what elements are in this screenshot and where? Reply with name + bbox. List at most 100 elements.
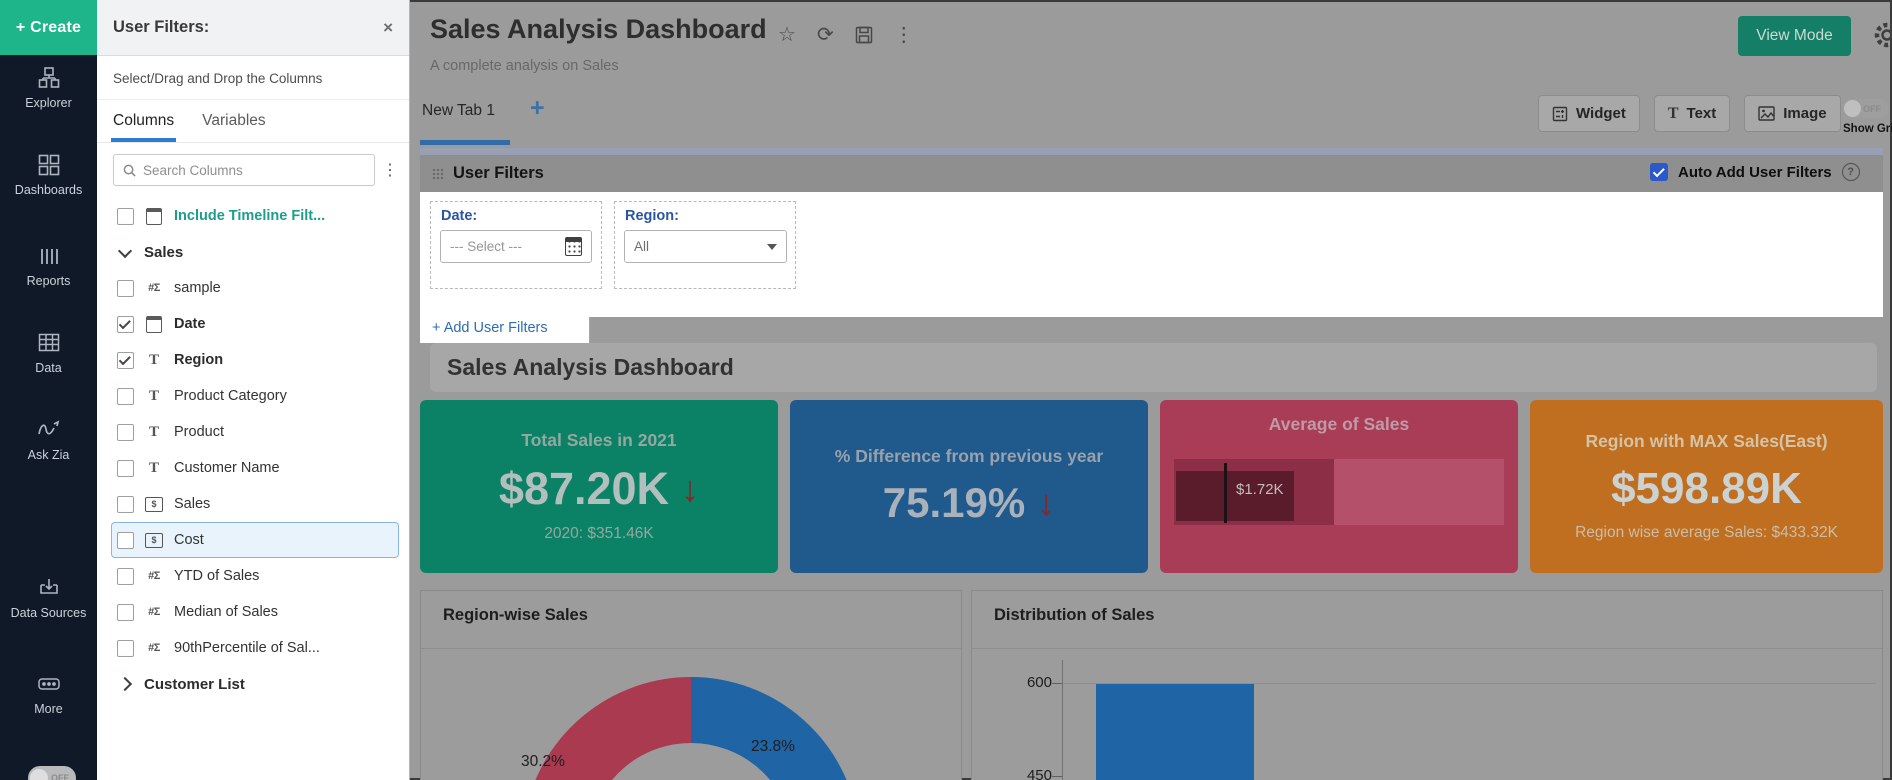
search-icon [123, 164, 136, 177]
date-picker-input[interactable]: --- Select --- [440, 230, 592, 263]
text-button[interactable]: T Text [1653, 95, 1731, 132]
y-axis-line [1062, 660, 1063, 780]
checkbox[interactable] [117, 531, 134, 549]
chart-title: Distribution of Sales [994, 606, 1155, 624]
divider [421, 648, 961, 649]
checkbox[interactable] [117, 603, 134, 621]
list-item[interactable]: $ Sales [111, 486, 399, 522]
auto-add-label: Auto Add User Filters [1678, 163, 1832, 181]
tab-new-tab-1[interactable]: New Tab 1 [422, 102, 495, 119]
toggle-state: OFF [1863, 103, 1881, 114]
widget-icon [1552, 106, 1568, 121]
view-mode-button[interactable]: View Mode [1738, 16, 1851, 56]
tab-variables[interactable]: Variables [202, 112, 266, 129]
widget-button[interactable]: Widget [1538, 95, 1640, 132]
settings-gear-icon[interactable] [1872, 20, 1892, 50]
auto-add-checkbox-checked[interactable] [1650, 163, 1668, 181]
sidebar-label: Data Sources [10, 606, 87, 620]
bullet-chart: $1.72K [1174, 453, 1504, 531]
kpi-total-sales-card[interactable]: Total Sales in 2021 $87.20K ↓ 2020: $351… [420, 400, 778, 573]
list-item[interactable]: #Σ YTD of Sales [111, 558, 399, 594]
divider [972, 648, 1882, 649]
checkbox[interactable] [117, 387, 134, 405]
list-item[interactable]: Include Timeline Filt... [111, 198, 399, 234]
refresh-icon[interactable]: ⟳ [816, 24, 834, 46]
save-icon[interactable] [855, 26, 873, 44]
chart-title: Region-wise Sales [443, 606, 588, 624]
sidebar-item-more[interactable]: More [0, 672, 97, 716]
sidebar-item-data-sources[interactable]: Data Sources [0, 576, 97, 620]
create-label: + Create [15, 18, 82, 36]
list-item-cost-highlighted[interactable]: $ Cost [111, 522, 399, 558]
checkbox-checked[interactable] [117, 351, 134, 369]
more-icon [37, 678, 60, 690]
user-filters-panel: User Filters: × Select/Drag and Drop the… [97, 0, 410, 780]
list-item[interactable]: T Product [111, 414, 399, 450]
show-grid-toggle[interactable]: OFF [1843, 99, 1889, 118]
search-placeholder: Search Columns [143, 162, 243, 178]
region-filter-box[interactable]: Region: All [614, 201, 796, 289]
kpi-percent-difference-card[interactable]: % Difference from previous year 75.19% ↓ [790, 400, 1148, 573]
sidebar-item-reports[interactable]: Reports [0, 244, 97, 288]
list-item[interactable]: #Σ sample [111, 270, 399, 306]
list-item[interactable]: #Σ 90thPercentile of Sal... [111, 630, 399, 666]
down-arrow-icon: ↓ [681, 468, 700, 509]
checkbox[interactable] [117, 567, 134, 585]
favorite-star-icon[interactable]: ☆ [778, 24, 796, 46]
text-column-icon: T [148, 387, 159, 404]
checkbox[interactable] [117, 423, 134, 441]
toggle-state: OFF [51, 773, 69, 780]
calendar-icon[interactable] [565, 237, 582, 256]
checkbox-checked[interactable] [117, 315, 134, 333]
bar-sales[interactable] [1096, 684, 1254, 780]
region-dropdown[interactable]: All [624, 230, 787, 263]
sidebar-item-explorer[interactable]: Explorer [0, 66, 97, 110]
checkbox[interactable] [117, 207, 134, 225]
checkbox[interactable] [117, 279, 134, 297]
sidebar-label: Ask Zia [27, 448, 70, 462]
list-item[interactable]: T Customer Name [111, 450, 399, 486]
add-tab-button[interactable]: + [530, 94, 545, 122]
help-icon[interactable]: ? [1841, 163, 1860, 181]
page-subtitle: A complete analysis on Sales [430, 58, 619, 74]
pie-slice-label: 30.2% [521, 753, 565, 770]
checkbox[interactable] [117, 495, 134, 513]
column-options-kebab-icon[interactable]: ⋮ [382, 162, 398, 179]
image-icon [1758, 106, 1775, 121]
add-user-filters-button[interactable]: + Add User Filters [432, 320, 548, 336]
region-filter-label: Region: [625, 208, 679, 224]
tab-columns[interactable]: Columns [110, 100, 177, 142]
date-filter-box[interactable]: Date: --- Select --- [430, 201, 602, 289]
close-icon[interactable]: × [383, 17, 393, 37]
kpi-average-sales-card[interactable]: Average of Sales $1.72K [1160, 400, 1518, 573]
chevron-right-icon [117, 676, 133, 692]
sidebar-item-ask-zia[interactable]: Ask Zia [0, 418, 97, 462]
widget-title: User Filters [453, 164, 544, 182]
search-input[interactable]: Search Columns [113, 154, 375, 186]
user-filters-widget-header[interactable]: User Filters [420, 155, 1883, 192]
dropdown-arrow-icon [767, 243, 777, 250]
region-wise-sales-card[interactable]: Region-wise Sales [420, 590, 962, 780]
text-icon: T [1667, 104, 1679, 122]
create-button[interactable]: + Create [0, 0, 97, 55]
explorer-icon [38, 67, 59, 88]
group-row-customer-list[interactable]: Customer List [111, 666, 399, 702]
active-tab-underline [420, 140, 510, 145]
panel-hint: Select/Drag and Drop the Columns [97, 56, 409, 100]
drag-handle-icon[interactable] [432, 168, 443, 179]
list-item[interactable]: T Product Category [111, 378, 399, 414]
kpi-max-region-card[interactable]: Region with MAX Sales(East) $598.89K Reg… [1530, 400, 1883, 573]
gridline-600 [1063, 683, 1876, 684]
group-row-sales[interactable]: Sales [111, 234, 399, 270]
checkbox[interactable] [117, 459, 134, 477]
sidebar-item-data[interactable]: Data [0, 331, 97, 375]
more-options-kebab-icon[interactable]: ⋮ [893, 24, 914, 46]
rail-off-toggle[interactable]: OFF [28, 766, 76, 780]
image-button[interactable]: Image [1744, 95, 1841, 132]
sidebar-item-dashboards[interactable]: Dashboards [0, 153, 97, 197]
list-item[interactable]: #Σ Median of Sales [111, 594, 399, 630]
list-item[interactable]: T Region [111, 342, 399, 378]
list-item[interactable]: Date [111, 306, 399, 342]
checkbox[interactable] [117, 639, 134, 657]
aggregate-icon: #Σ [148, 570, 160, 582]
